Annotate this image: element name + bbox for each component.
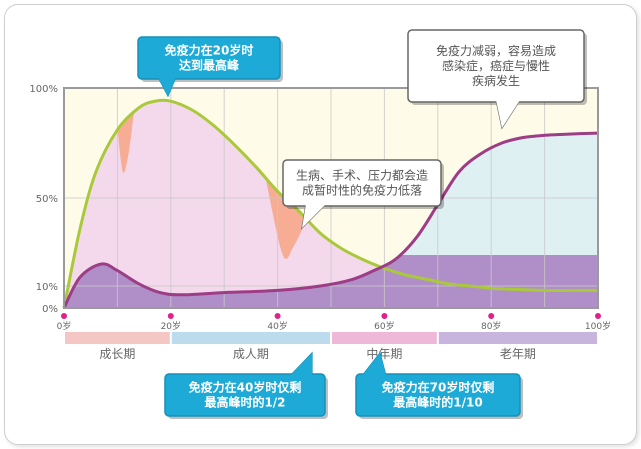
x-tick-label: 40岁 [267, 320, 287, 332]
immunity-area [64, 100, 598, 308]
callout-tail-fill [302, 204, 326, 228]
stage-bar [332, 332, 437, 344]
x-tick-dot [595, 313, 601, 319]
x-tick-dot [274, 313, 281, 319]
x-tick-label: 0岁 [57, 320, 72, 332]
y-tick-label: 0% [42, 304, 58, 315]
x-tick-dot [61, 313, 67, 319]
callout-text: 生病、手术、压力都会造 [296, 168, 428, 183]
callout-text: 免疫力在70岁时仅剩 [382, 380, 495, 395]
callout-tail-fill [158, 77, 176, 96]
callout-text: 免疫力减弱，容易造成 [436, 43, 556, 58]
callout-box [407, 29, 585, 103]
stage-bar [438, 332, 597, 344]
callout-text: 成暂时性的免疫力低落 [302, 183, 422, 198]
x-tick-dot [167, 313, 174, 319]
y-tick-label: 50% [36, 194, 58, 205]
callout-text: 疾病发生 [472, 73, 520, 88]
stage-label: 老年期 [500, 347, 536, 361]
callout-tail-fill [362, 353, 386, 376]
y-tick-label: 100% [29, 84, 58, 95]
callout-text: 免疫力在20岁时 [165, 43, 254, 58]
callout-tail-fill [290, 353, 312, 376]
plot-frame [63, 87, 599, 309]
stage-label: 中年期 [366, 346, 402, 361]
immunity-curve-purple [62, 131, 599, 309]
stage-bar [171, 332, 330, 344]
callout-text: 最高峰时的1/10 [393, 395, 482, 410]
stage-label: 成人期 [233, 347, 269, 361]
callout-box [137, 36, 281, 80]
callout-text: 最高峰时的1/2 [204, 395, 285, 410]
x-tick-label: 20岁 [161, 320, 181, 332]
callout-box [164, 373, 326, 417]
x-tick-label: 80岁 [481, 320, 501, 332]
callout-text: 达到最高峰 [179, 58, 240, 73]
y-tick-label: 10% [36, 282, 58, 293]
callout-box [282, 159, 442, 207]
x-tick-dot [488, 313, 495, 319]
stage-label: 成长期 [99, 347, 135, 361]
stage-bar [65, 332, 170, 344]
callout-box [355, 373, 521, 417]
x-tick-dot [381, 313, 388, 319]
callout-tail-fill [496, 100, 520, 128]
callout-text: 免疫力在40岁时仅剩 [189, 380, 302, 395]
x-tick-label: 60岁 [374, 320, 394, 332]
callout-text: 感染症，癌症与慢性 [442, 58, 550, 73]
x-tick-label: 100岁 [585, 320, 611, 332]
